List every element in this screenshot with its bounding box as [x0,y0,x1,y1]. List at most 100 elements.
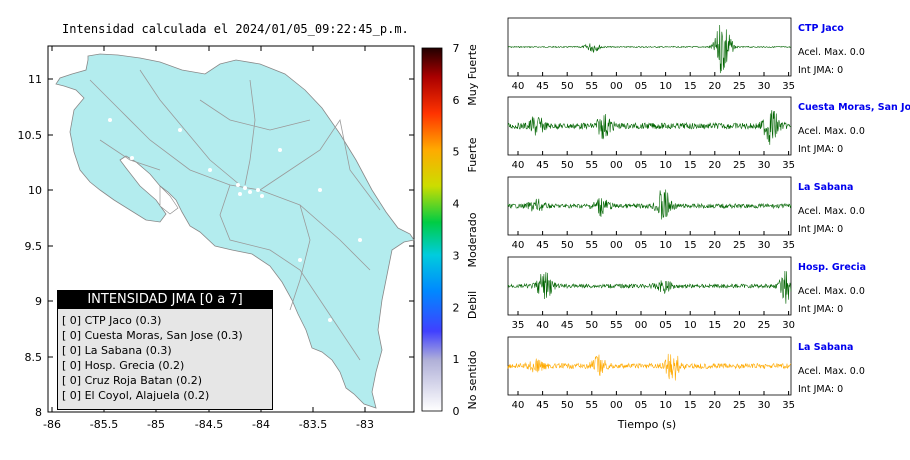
time-tick-label: 40 [536,320,549,331]
lon-tick-label: -86 [43,418,61,431]
time-tick-label: 45 [561,320,574,331]
time-tick-label: 50 [561,400,574,411]
colorbar-tick-label: 1 [453,353,460,366]
time-tick-label: 20 [708,240,721,251]
station-accel: Acel. Max. 0.0 [798,366,865,377]
lat-tick-label: 10 [28,184,42,197]
costa-rica-land [55,53,415,409]
road-network [89,69,381,361]
time-tick-label: 05 [635,81,648,92]
time-tick-label: 25 [733,160,746,171]
time-tick-label: 45 [536,400,549,411]
time-tick-label: 50 [561,240,574,251]
colorbar-category-label: Debil [466,291,479,319]
time-tick-label: 55 [610,320,623,331]
waveform-panel: 40 45 50 55 00 05 10 15 20 25 30 35 [507,176,795,251]
legend-title: INTENSIDAD JMA [0 a 7] [58,291,272,309]
lon-tick-label: -83 [356,418,374,431]
time-tick-label: 05 [659,320,672,331]
time-tick-label: 55 [585,160,598,171]
lat-tick-label: 8 [35,406,42,419]
time-tick-label: 55 [585,400,598,411]
time-tick-label: 20 [733,320,746,331]
time-tick-label: 50 [585,320,598,331]
colorbar-category-label: Fuerte [466,137,479,172]
station-accel: Acel. Max. 0.0 [798,126,865,137]
station-name: La Sabana [798,342,854,353]
time-tick-label: 10 [659,400,672,411]
waveform-trace [507,270,792,304]
map-title: Intensidad calculada el 2024/01/05_09:22… [62,22,409,36]
time-tick-label: 05 [635,160,648,171]
time-tick-label: 25 [733,400,746,411]
time-tick-label: 30 [758,240,771,251]
waveform-panel: 35 40 45 50 55 00 05 10 15 20 25 30 [507,256,795,331]
time-tick-label: 35 [782,400,795,411]
time-tick-label: 25 [758,320,771,331]
time-tick-label: 10 [659,160,672,171]
colorbar-tick-label: 5 [453,146,460,159]
time-tick-label: 10 [659,81,672,92]
lat-tick-label: 9 [35,295,42,308]
lon-tick-label: -84.5 [195,418,223,431]
time-tick-label: 00 [610,240,623,251]
time-tick-label: 25 [733,240,746,251]
time-tick-label: 45 [536,160,549,171]
lat-tick-label: 9.5 [25,240,43,253]
station-name: Cuesta Moras, San Jose [798,102,910,113]
colorbar-tick-label: 2 [453,301,460,314]
time-tick-label: 40 [512,160,525,171]
colorbar-tick-label: 4 [453,198,460,211]
station-accel: Acel. Max. 0.0 [798,286,865,297]
colorbar-categories: Muy Fuerte Fuerte Moderado Debil No sentido [466,44,479,410]
colorbar-tick-label: 7 [453,42,460,55]
time-tick-label: 50 [561,160,574,171]
station-jma: Int JMA: 0 [798,144,844,155]
station-accel: Acel. Max. 0.0 [798,206,865,217]
legend-item: [ 0] El Coyol, Alajuela (0.2) [62,389,210,402]
time-tick-label: 30 [758,400,771,411]
town-markers [108,118,362,322]
lon-tick-label: -84 [252,418,270,431]
legend-item: [ 0] Hosp. Grecia (0.2) [62,359,185,372]
time-tick-label: 15 [684,81,697,92]
time-tick-label: 25 [733,81,746,92]
waveform-panel: 40 45 50 55 00 05 10 15 20 25 30 35 [507,336,795,411]
waveform-panels: 40 45 50 55 00 05 10 15 20 25 30 35 40 45 50 55 00 05 10 15… [507,17,795,431]
station-name: CTP Jaco [798,23,844,34]
time-tick-label: 30 [758,160,771,171]
waveform-panel: 40 45 50 55 00 05 10 15 20 25 30 35 [507,17,795,92]
legend: INTENSIDAD JMA [0 a 7] [ 0] CTP Jaco (0.… [57,290,273,410]
time-tick-label: 10 [684,320,697,331]
legend-item: [ 0] Cuesta Moras, San Jose (0.3) [62,329,243,342]
waveform-trace [507,24,792,74]
time-tick-label: 55 [585,240,598,251]
time-tick-label: 40 [512,81,525,92]
lat-tick-label: 11 [28,73,42,86]
waveform-trace [507,189,792,220]
legend-item: [ 0] La Sabana (0.3) [62,344,172,357]
station-jma: Int JMA: 0 [798,224,844,235]
station-jma: Int JMA: 0 [798,384,844,395]
time-tick-label: 10 [659,240,672,251]
lon-tick-label: -83.5 [299,418,327,431]
lat-tick-label: 10.5 [18,129,43,142]
time-tick-label: 00 [610,400,623,411]
lat-tick-label: 8.5 [25,351,43,364]
station-accel: Acel. Max. 0.0 [798,47,865,58]
time-tick-label: 20 [708,160,721,171]
time-tick-label: 55 [585,81,598,92]
time-tick-label: 45 [536,81,549,92]
time-tick-label: 40 [512,400,525,411]
station-jma: Int JMA: 0 [798,304,844,315]
station-name: Hosp. Grecia [798,262,867,273]
station-name: La Sabana [798,182,854,193]
colorbar-tick-label: 3 [453,249,460,262]
time-tick-label: 30 [782,320,795,331]
time-tick-label: 15 [684,400,697,411]
time-axis-label: Tiempo (s) [617,418,676,431]
colorbar-tick-label: 0 [453,405,460,418]
colorbar [421,47,443,412]
colorbar-ticks: 7 6 5 4 3 2 1 0 [453,42,460,418]
time-tick-label: 50 [561,81,574,92]
